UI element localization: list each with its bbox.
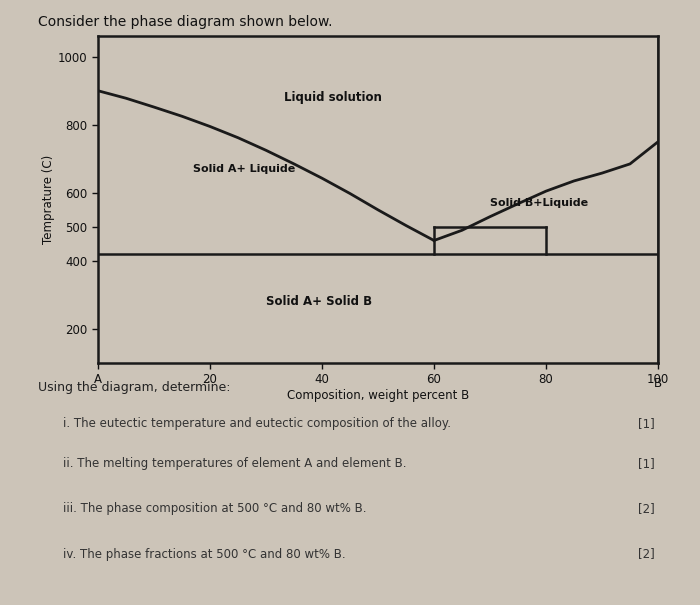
Text: Solid B+Liquide: Solid B+Liquide [490,198,588,209]
Y-axis label: Temprature (C): Temprature (C) [42,155,55,244]
Text: Liquid solution: Liquid solution [284,91,382,104]
Text: iii. The phase composition at 500 °C and 80 wt% B.: iii. The phase composition at 500 °C and… [63,502,367,515]
Text: Consider the phase diagram shown below.: Consider the phase diagram shown below. [38,15,333,29]
Text: Using the diagram, determine:: Using the diagram, determine: [38,381,231,394]
Text: iv. The phase fractions at 500 °C and 80 wt% B.: iv. The phase fractions at 500 °C and 80… [63,548,346,560]
Text: [1]: [1] [638,417,655,430]
Text: [2]: [2] [638,548,655,560]
Text: Solid A+ Solid B: Solid A+ Solid B [266,295,372,308]
Text: ii. The melting temperatures of element A and element B.: ii. The melting temperatures of element … [63,457,407,469]
X-axis label: Composition, weight percent B: Composition, weight percent B [287,389,469,402]
Text: i. The eutectic temperature and eutectic composition of the alloy.: i. The eutectic temperature and eutectic… [63,417,451,430]
Text: [1]: [1] [638,457,655,469]
Text: B: B [654,376,662,390]
Text: Solid A+ Liquide: Solid A+ Liquide [193,165,295,174]
Text: [2]: [2] [638,502,655,515]
